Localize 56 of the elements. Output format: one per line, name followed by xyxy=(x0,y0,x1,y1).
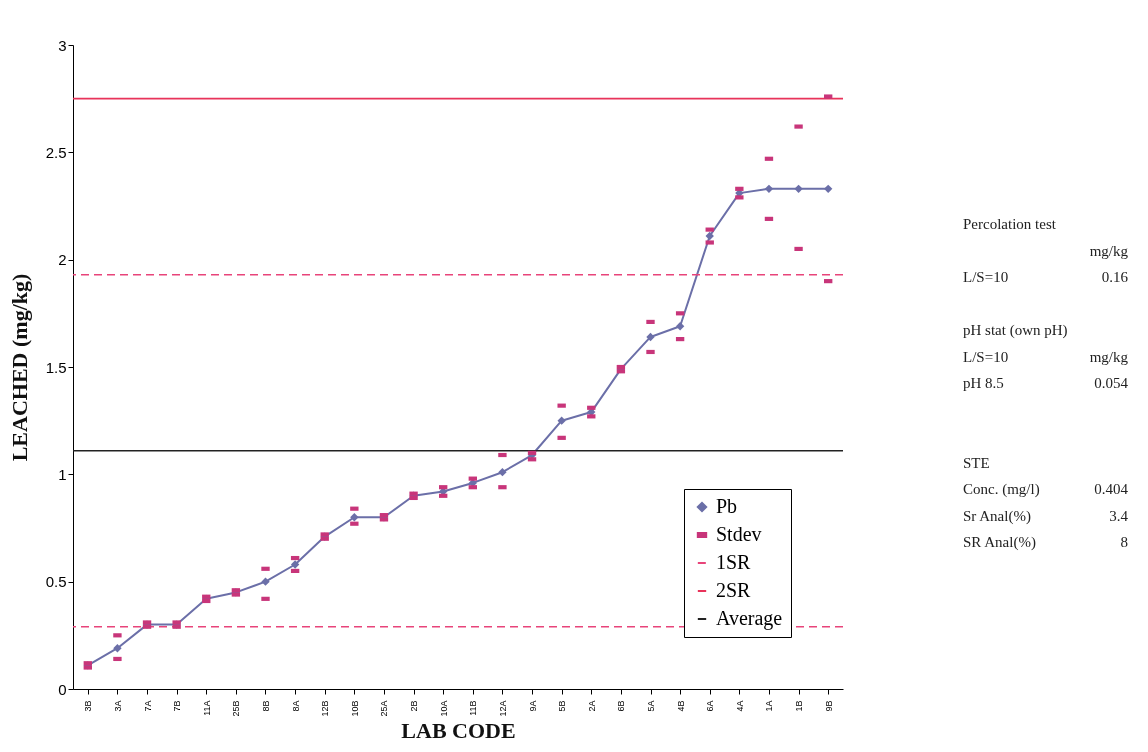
text: STE xyxy=(963,454,990,471)
x-tick-label: 2A xyxy=(586,700,597,712)
legend-label: Stdev xyxy=(716,523,762,545)
text: pH 8.5 xyxy=(963,375,1004,391)
x-tick-label: 25B xyxy=(231,700,242,717)
x-tick-label: 8B xyxy=(261,700,271,712)
y-tick-label: 2.5 xyxy=(45,143,67,161)
x-tick-label: 10A xyxy=(438,700,449,717)
x-tick-label: 7B xyxy=(172,700,183,712)
y-tick-label: 3 xyxy=(58,36,67,54)
x-tick-label: 5B xyxy=(557,700,568,712)
x-tick-label: 25A xyxy=(379,700,390,717)
text: 3.4 xyxy=(1109,507,1129,524)
text: Sr Anal(%) xyxy=(963,507,1031,525)
x-tick-label: 6B xyxy=(616,700,627,712)
text: mg/kg xyxy=(1089,348,1129,365)
text: SR Anal(%) xyxy=(963,534,1036,551)
x-tick-label: 1B xyxy=(794,700,805,712)
legend-label: 2SR xyxy=(716,579,752,601)
x-tick-label: 3B xyxy=(83,700,94,712)
text: Percolation test xyxy=(963,216,1057,232)
x-tick-label: 12B xyxy=(320,700,331,717)
legend-label: Average xyxy=(716,607,783,630)
y-tick-label: 1 xyxy=(58,465,67,483)
x-tick-label: 10B xyxy=(349,700,360,717)
x-tick-label: 9A xyxy=(527,700,538,712)
text: 0.404 xyxy=(1094,481,1129,497)
text: pH stat (own pH) xyxy=(963,322,1068,339)
y-tick-label: 0.5 xyxy=(45,573,67,591)
y-tick-label: 0 xyxy=(58,680,67,698)
x-tick-label: 8A xyxy=(290,700,301,712)
text: mg/kg xyxy=(1089,242,1129,259)
x-tick-label: 11B xyxy=(468,700,479,716)
x-tick-label: 5A xyxy=(646,700,656,712)
text: 8 xyxy=(1120,534,1128,550)
text: 0.16 xyxy=(1101,269,1129,285)
x-tick-label: 2B xyxy=(409,700,420,712)
text: Conc. (mg/l) xyxy=(963,481,1040,498)
x-tick-label: 11A xyxy=(201,700,212,716)
y-axis-title: LEACHED (mg/kg) xyxy=(6,273,32,462)
x-tick-label: 1A xyxy=(764,700,775,712)
x-tick-label: 6A xyxy=(705,700,716,712)
x-tick-label: 4B xyxy=(675,700,686,712)
x-axis-title: LAB CODE xyxy=(401,717,516,743)
legend-label: Pb xyxy=(716,495,738,517)
text: L/S=10 xyxy=(963,348,1009,365)
x-tick-label: 12A xyxy=(497,700,508,717)
x-tick-label: 9B xyxy=(823,700,834,712)
x-tick-label: 4A xyxy=(734,700,745,712)
text: L/S=10 xyxy=(963,269,1009,285)
x-tick-label: 3A xyxy=(112,700,123,712)
x-tick-label: 7A xyxy=(142,700,153,712)
y-tick-label: 1.5 xyxy=(45,358,67,376)
y-tick-label: 2 xyxy=(58,251,67,269)
legend-label: 1SR xyxy=(716,551,752,573)
text: 0.054 xyxy=(1094,375,1129,391)
